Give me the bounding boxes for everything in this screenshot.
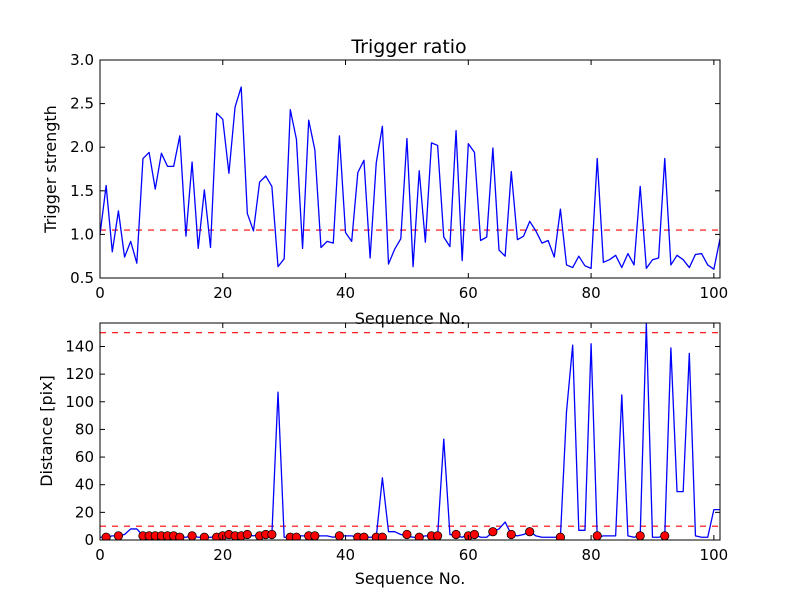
top-y-tick-label: 2.5 xyxy=(70,95,94,113)
bottom-plot-marks xyxy=(100,323,720,540)
bottom-x-tick-label: 0 xyxy=(95,546,105,564)
bottom-marker-point xyxy=(555,532,565,540)
bottom-marker-point xyxy=(267,529,277,540)
top-x-tick-label: 0 xyxy=(95,284,105,302)
bottom-marker-point xyxy=(242,529,252,540)
top-x-axis-label: Sequence No. xyxy=(355,309,466,328)
bottom-x-tick-label: 40 xyxy=(336,546,355,564)
bottom-y-axis-label: Distance [pix] xyxy=(37,375,56,487)
bottom-marker-point xyxy=(359,532,369,540)
bottom-marker-point xyxy=(291,532,302,540)
trigger-ratio-plot: Trigger ratio 0 20 40 60 80 100 0.5 1.0 1.5 2.0 2.… xyxy=(41,36,728,328)
bottom-y-tick-label: 40 xyxy=(75,476,94,494)
bottom-marker-point xyxy=(660,531,670,540)
top-x-tick-label: 60 xyxy=(459,284,478,302)
top-y-tick-label: 3.0 xyxy=(70,51,94,69)
bottom-y-tick-label: 60 xyxy=(75,448,94,466)
bottom-marker-point xyxy=(402,529,412,540)
top-plot-title: Trigger ratio xyxy=(350,36,466,58)
bottom-marker-point xyxy=(175,532,185,540)
bottom-marker-point xyxy=(187,531,197,540)
top-series-line xyxy=(100,86,720,270)
top-plot-ticks: 0 20 40 60 80 100 0.5 1.0 1.5 2.0 2.5 3.0 xyxy=(70,51,728,302)
bottom-marker-point xyxy=(451,529,461,540)
bottom-y-tick-label: 20 xyxy=(75,503,94,521)
top-y-tick-label: 1.0 xyxy=(70,225,94,243)
bottom-x-axis-label: Sequence No. xyxy=(355,569,466,588)
bottom-marker-point xyxy=(525,527,535,537)
bottom-plot-area xyxy=(100,323,720,540)
top-y-tick-label: 2.0 xyxy=(70,138,94,156)
bottom-y-tick-label: 120 xyxy=(65,365,94,383)
bottom-y-tick-label: 80 xyxy=(75,420,94,438)
bottom-marker-point xyxy=(199,532,209,540)
top-y-axis-label: Trigger strength xyxy=(41,105,60,234)
bottom-plot-frame xyxy=(99,322,721,541)
top-x-tick-label: 40 xyxy=(336,284,355,302)
bottom-marker-point xyxy=(414,532,424,540)
bottom-marker-point xyxy=(635,531,645,540)
bottom-x-tick-label: 20 xyxy=(213,546,232,564)
bottom-marker-point xyxy=(592,531,602,540)
bottom-marker-point xyxy=(488,527,498,537)
distance-plot: 0 20 40 60 80 100 0 20 40 60 80 100 120 140 Sequence … xyxy=(37,322,728,588)
bottom-marker-point xyxy=(310,531,320,540)
bottom-marker-point xyxy=(334,531,345,540)
bottom-x-tick-label: 60 xyxy=(459,546,478,564)
bottom-marker-point xyxy=(101,532,111,540)
bottom-marker-point xyxy=(433,531,443,540)
top-y-tick-label: 1.5 xyxy=(70,182,94,200)
bottom-y-tick-label: 140 xyxy=(65,337,94,355)
bottom-marker-point xyxy=(113,531,124,540)
top-x-tick-label: 20 xyxy=(213,284,232,302)
bottom-x-tick-label: 100 xyxy=(700,546,729,564)
bottom-marker-point xyxy=(469,529,480,540)
bottom-marker-point xyxy=(506,529,516,540)
top-x-tick-label: 80 xyxy=(582,284,601,302)
top-plot-area xyxy=(100,86,720,270)
top-plot-frame xyxy=(99,59,721,279)
bottom-y-tick-label: 0 xyxy=(84,531,94,549)
bottom-plot-ticks: 0 20 40 60 80 100 0 20 40 60 80 100 120 140 xyxy=(65,323,728,564)
top-plot-marks xyxy=(100,86,720,270)
bottom-x-tick-label: 80 xyxy=(582,546,601,564)
top-x-tick-label: 100 xyxy=(700,284,729,302)
top-y-tick-label: 0.5 xyxy=(70,269,94,287)
bottom-marker-point xyxy=(377,532,387,540)
bottom-y-tick-label: 100 xyxy=(65,393,94,411)
